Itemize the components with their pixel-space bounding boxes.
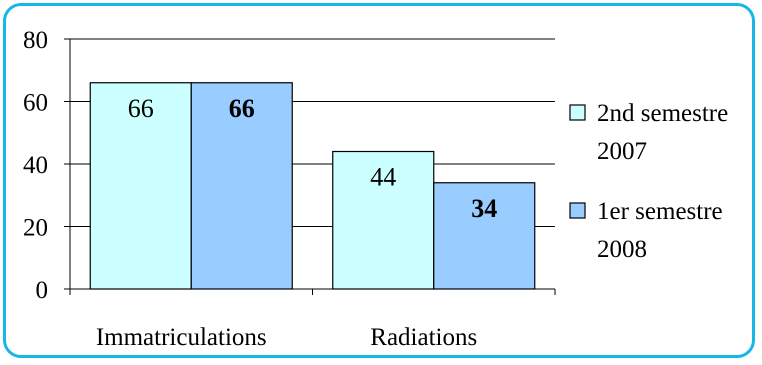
bar	[433, 182, 536, 290]
y-axis: 0 20 40 60 80	[23, 27, 71, 304]
x-axis: Immatriculations Radiations	[69, 288, 556, 351]
y-tick-label: 0	[36, 277, 49, 304]
legend-label: 2nd semestre	[597, 100, 728, 127]
x-category-label: Radiations	[370, 324, 477, 351]
legend-swatch	[569, 202, 586, 219]
bars: 66 66 44 34	[89, 82, 536, 290]
y-tick-label: 20	[23, 215, 48, 242]
y-tick-label: 60	[23, 90, 48, 117]
data-label: 44	[370, 163, 396, 192]
data-label: 66	[128, 94, 154, 123]
legend-label: 2008	[597, 236, 647, 263]
y-tick-label: 80	[23, 27, 48, 54]
data-label: 34	[471, 194, 497, 223]
data-label: 66	[229, 94, 255, 123]
bar	[332, 150, 435, 290]
legend: 2nd semestre 2007 1er semestre 2008	[569, 100, 728, 263]
bar	[89, 82, 192, 290]
legend-swatch	[569, 104, 586, 121]
y-tick-label: 40	[23, 152, 48, 179]
legend-label: 2007	[597, 138, 647, 165]
legend-label: 1er semestre	[597, 198, 723, 225]
x-category-label: Immatriculations	[96, 324, 267, 351]
